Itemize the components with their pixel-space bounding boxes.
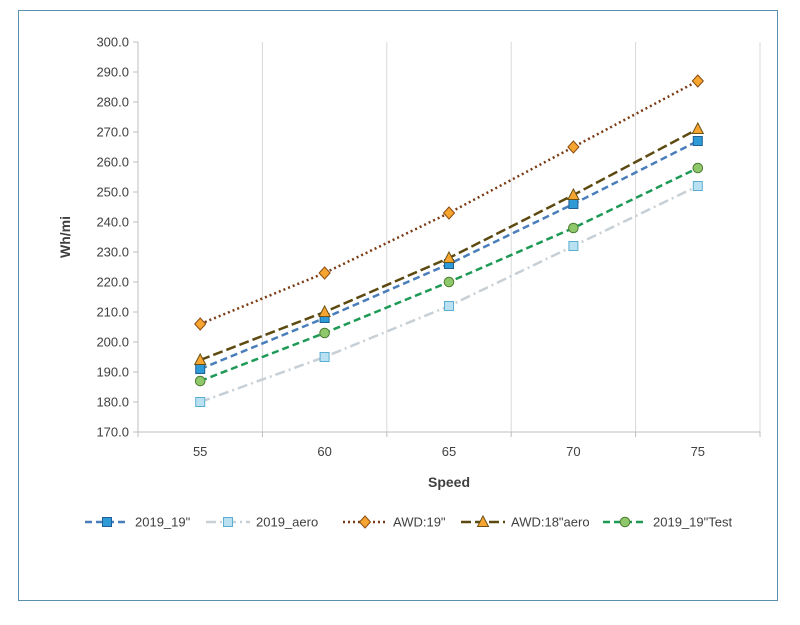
x-tick-label: 75 (691, 444, 705, 459)
legend-marker (358, 515, 372, 529)
legend-marker (102, 517, 112, 527)
legend-label: 2019_aero (256, 515, 318, 530)
x-tick-label: 65 (442, 444, 456, 459)
data-point-marker (318, 304, 331, 317)
data-point-marker (567, 140, 580, 154)
y-tick-label: 170.0 (96, 425, 129, 440)
x-axis-title: Speed (428, 474, 470, 490)
data-point-marker (195, 397, 206, 407)
series-line-5 (199, 166, 699, 383)
data-point-marker (319, 327, 330, 339)
data-point-marker (442, 206, 456, 220)
data-point-marker (692, 181, 703, 191)
y-tick-label: 250.0 (96, 185, 129, 200)
legend-marker (476, 514, 490, 527)
x-tick-label: 70 (566, 444, 580, 459)
y-tick-label: 200.0 (96, 335, 129, 350)
legend-label: AWD:19" (393, 515, 446, 530)
series-line-4 (199, 127, 699, 362)
y-tick-label: 300.0 (96, 35, 129, 50)
data-point-marker (318, 266, 331, 280)
legend-label: 2019_19"Test (653, 515, 732, 530)
series-lines (199, 79, 699, 404)
data-point-marker (567, 187, 580, 200)
legend-marker (223, 517, 233, 527)
legend-marker (619, 516, 631, 528)
y-tick-label: 270.0 (96, 125, 129, 140)
data-point-marker (692, 162, 704, 174)
y-tick-label: 180.0 (96, 395, 129, 410)
data-point-marker (319, 352, 330, 362)
grid-lines (261, 42, 761, 432)
y-tick-label: 210.0 (96, 305, 129, 320)
y-tick-label: 240.0 (96, 215, 129, 230)
data-point-marker (443, 276, 455, 288)
y-tick-label: 190.0 (96, 365, 129, 380)
x-tick-label: 60 (317, 444, 331, 459)
data-point-marker (193, 352, 207, 365)
series-line-3 (199, 79, 699, 326)
axes (137, 42, 760, 433)
data-point-marker (195, 364, 206, 374)
y-tick-label: 290.0 (96, 65, 129, 80)
data-point-marker (691, 121, 705, 134)
data-point-marker (442, 250, 456, 263)
data-point-marker (692, 136, 703, 146)
x-tick-labels: 55 60 65 70 75 (137, 432, 761, 459)
y-tick-label: 280.0 (96, 95, 129, 110)
data-point-marker (444, 301, 454, 311)
data-point-marker (568, 199, 579, 209)
y-tick-label: 260.0 (96, 155, 129, 170)
data-point-marker (568, 241, 579, 251)
chart-frame (18, 10, 778, 601)
y-tick-label: 220.0 (96, 275, 129, 290)
x-tick-label: 55 (193, 444, 207, 459)
legend-label: AWD:18"aero (511, 515, 590, 530)
data-point-marker (691, 74, 704, 88)
legend-label: 2019_19" (135, 515, 191, 530)
data-point-marker (568, 222, 579, 234)
data-point-marker (194, 375, 206, 387)
series-markers (193, 74, 705, 407)
y-tick-label: 230.0 (96, 245, 129, 260)
y-tick-labels: 170.0 180.0 190.0 200.0 210.0 220.0 230.0 240.0… (96, 35, 138, 440)
y-axis-title: Wh/mi (57, 216, 73, 258)
legend: 2019_19" 2019_aero AWD:19" AWD:18"aero 2019_… (85, 515, 732, 530)
data-point-marker (194, 317, 207, 331)
